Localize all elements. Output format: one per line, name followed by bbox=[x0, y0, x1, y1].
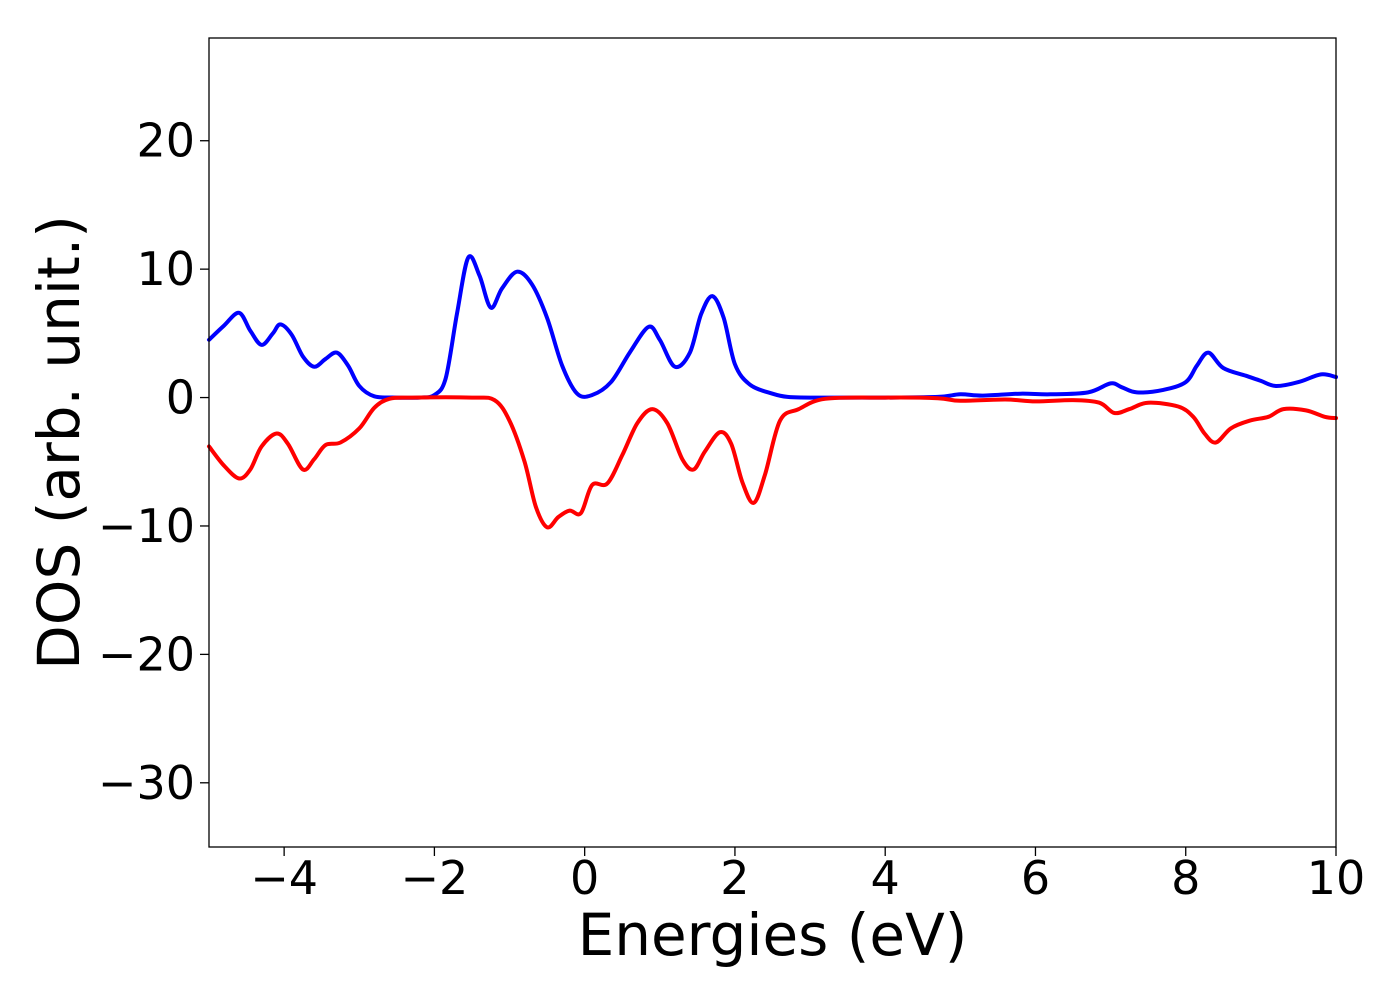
x-axis-label: Energies (eV) bbox=[578, 901, 968, 969]
y-axis-ticks: −30 −20 −10 0 10 20 bbox=[98, 114, 209, 810]
x-tick-label: 6 bbox=[1021, 851, 1050, 905]
y-axis-label: DOS (arb. unit.) bbox=[25, 215, 93, 670]
y-tick-label: −20 bbox=[98, 627, 195, 681]
y-tick-label: 0 bbox=[166, 371, 195, 425]
series-line-2 bbox=[207, 395, 1338, 530]
x-axis-ticks: −4 −2 0 2 4 6 8 10 bbox=[250, 847, 1365, 905]
x-tick-label: 10 bbox=[1307, 851, 1366, 905]
series-line-1 bbox=[207, 254, 1338, 400]
plot-frame bbox=[208, 37, 1337, 848]
y-tick-label: 10 bbox=[136, 242, 195, 296]
series-lines bbox=[207, 254, 1338, 530]
x-tick-label: −4 bbox=[250, 851, 318, 905]
x-tick-label: −2 bbox=[400, 851, 468, 905]
y-tick-label: −10 bbox=[98, 499, 195, 553]
x-tick-label: 4 bbox=[871, 851, 900, 905]
x-tick-label: 0 bbox=[570, 851, 599, 905]
x-tick-label: 8 bbox=[1171, 851, 1200, 905]
y-tick-label: −30 bbox=[98, 756, 195, 810]
y-tick-label: 20 bbox=[136, 114, 195, 168]
x-tick-label: 2 bbox=[720, 851, 749, 905]
